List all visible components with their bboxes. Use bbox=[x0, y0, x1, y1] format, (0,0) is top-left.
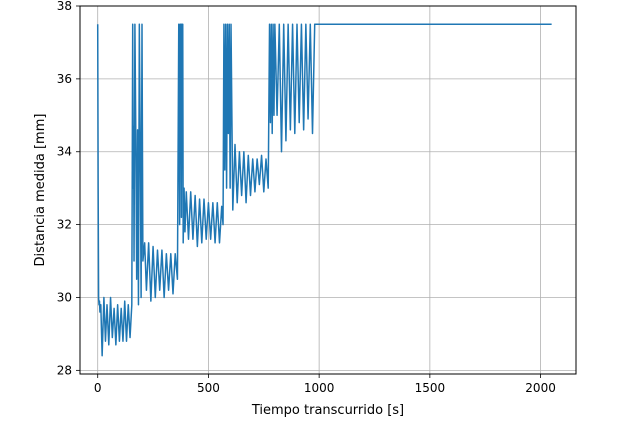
y-tick-label: 32 bbox=[57, 218, 72, 232]
y-tick-label: 38 bbox=[57, 0, 72, 13]
series-layer bbox=[96, 23, 552, 357]
x-tick-label: 0 bbox=[94, 381, 102, 395]
y-axis: 28 30 32 34 36 38 bbox=[57, 0, 80, 377]
y-tick-label: 34 bbox=[57, 145, 72, 159]
y-tick-label: 36 bbox=[57, 72, 72, 86]
x-axis-title: Tiempo transcurrido [s] bbox=[251, 403, 404, 418]
x-axis: 0 500 1000 1500 2000 bbox=[94, 374, 556, 395]
y-axis-title: Distancia medida [mm] bbox=[33, 114, 48, 267]
y-tick-label: 28 bbox=[57, 363, 72, 377]
plot-frame bbox=[79, 5, 577, 375]
x-tick-label: 500 bbox=[197, 381, 220, 395]
plot-area bbox=[80, 6, 576, 374]
x-tick-label: 1500 bbox=[415, 381, 446, 395]
y-tick-label: 30 bbox=[57, 290, 72, 304]
x-tick-label: 2000 bbox=[525, 381, 556, 395]
x-tick-label: 1000 bbox=[304, 381, 335, 395]
series-line bbox=[96, 23, 552, 357]
